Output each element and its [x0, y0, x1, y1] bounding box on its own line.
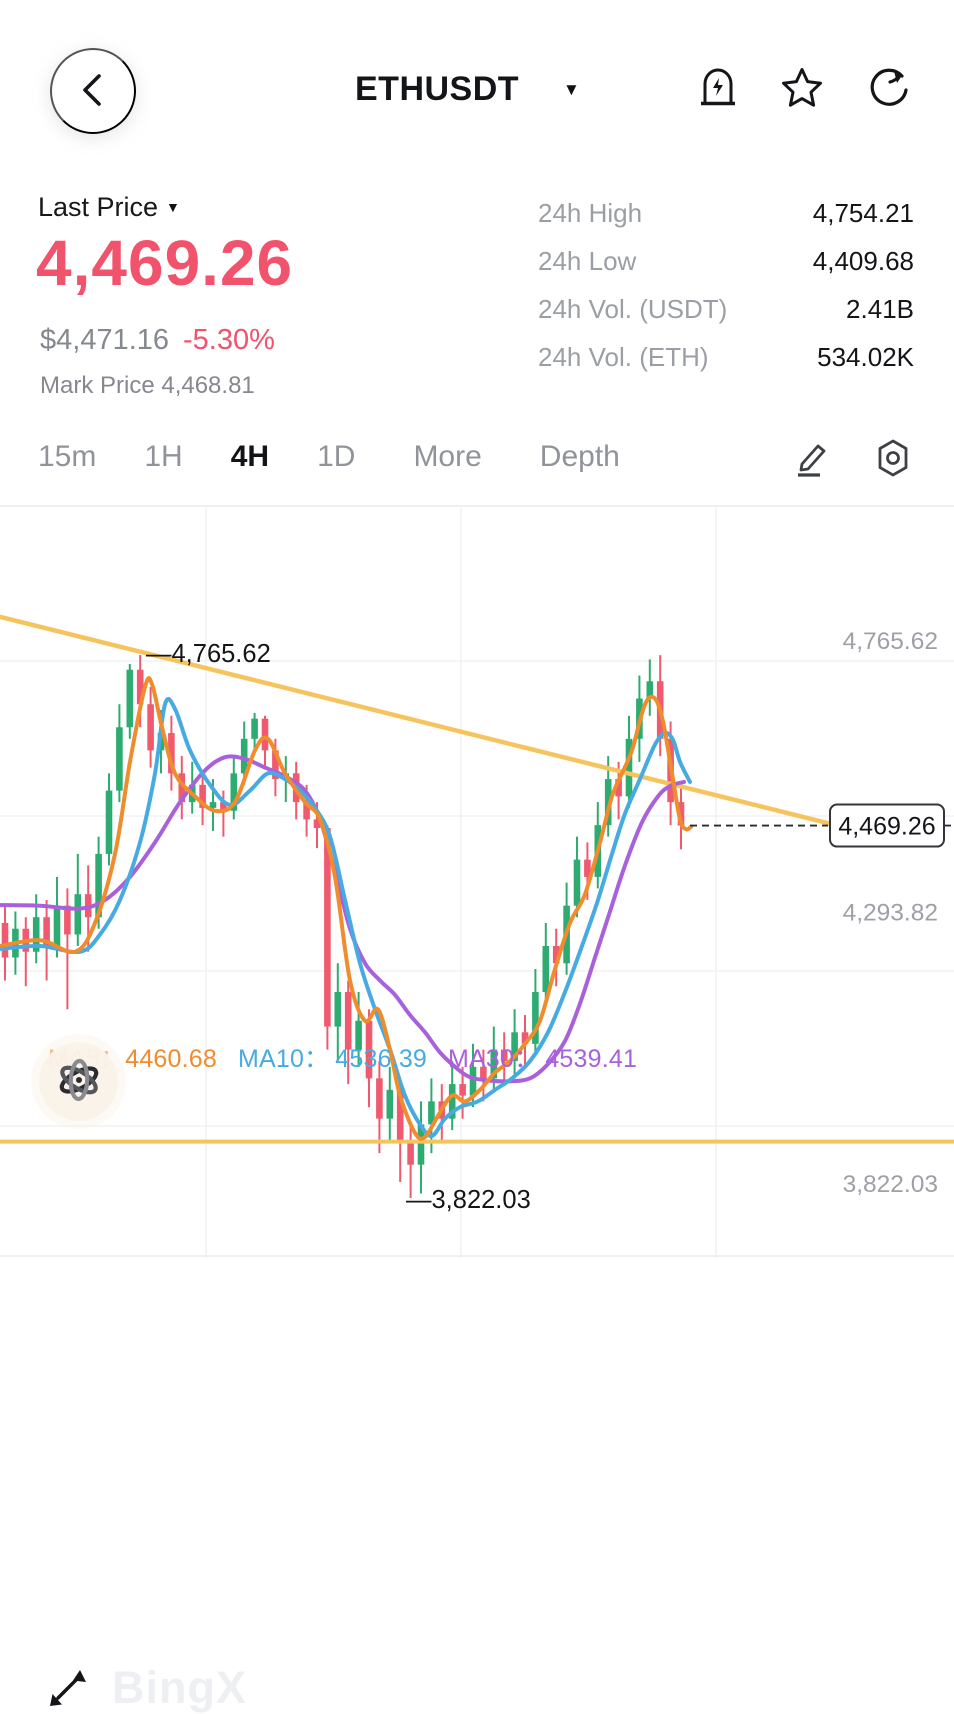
price-alert-icon [698, 66, 738, 110]
trend-line [0, 614, 839, 828]
ma-legend: MA5：4460.68 MA10：4536.39 MA30：4539.41 [48, 1039, 637, 1075]
price-annotation: —4,765.62 [146, 640, 271, 668]
last-price-value: 4,469.26 [36, 227, 294, 299]
price-annotation: —3,822.03 [406, 1186, 531, 1214]
fullscreen-button[interactable] [46, 1666, 90, 1710]
stat-row-vol-eth: 24h Vol. (ETH) 534.02K [538, 342, 914, 372]
symbol-title[interactable]: ETHUSDT [355, 70, 520, 108]
ai-analysis-button[interactable] [39, 1042, 118, 1121]
timeframe-tabs: 15m 1H 4H 1D More Depth [38, 440, 620, 474]
tab-depth[interactable]: Depth [539, 440, 620, 473]
pencil-icon [794, 444, 830, 481]
stat-row-vol-usdt: 24h Vol. (USDT) 2.41B [538, 294, 914, 324]
tab-15m[interactable]: 15m [38, 440, 97, 473]
last-price-label[interactable]: Last Price [38, 192, 159, 222]
ma10-label: MA10： 4536.39 [237, 1045, 428, 1073]
expand-icon [46, 1670, 90, 1713]
y-axis-label: 3,822.03 [843, 1171, 938, 1198]
star-icon [780, 66, 824, 110]
chevron-left-icon [79, 70, 107, 113]
candlestick-chart[interactable]: 4,469.26 4,765.62 4,293.82 3,822.03 —4,765.6… [0, 508, 954, 1713]
svg-text:4,469.26: 4,469.26 [838, 813, 935, 841]
back-button[interactable] [50, 48, 136, 134]
chart-settings-button[interactable] [874, 438, 912, 481]
atom-icon [53, 1054, 105, 1109]
share-button[interactable] [866, 66, 910, 110]
last-price-caret-icon[interactable]: ▼ [166, 199, 180, 215]
chart-bottom-divider [0, 1255, 954, 1257]
y-axis-label: 4,765.62 [843, 628, 938, 655]
share-refresh-icon [866, 66, 910, 110]
chart-grid [0, 508, 954, 1258]
candles [1, 655, 685, 1199]
mark-price: Mark Price 4,468.81 [40, 372, 255, 399]
y-axis-label: 4,293.82 [843, 900, 938, 927]
ma30-label: MA30： 4539.41 [448, 1045, 638, 1073]
gear-icon [874, 439, 912, 481]
draw-tools-button[interactable] [794, 438, 830, 481]
symbol-dropdown-caret-icon[interactable]: ▼ [563, 80, 580, 99]
bingx-watermark: BingX [112, 1662, 247, 1713]
stat-row-low: 24h Low 4,409.68 [538, 246, 914, 276]
stat-row-high: 24h High 4,754.21 [538, 198, 914, 228]
section-divider [0, 505, 954, 507]
change-percent: -5.30% [183, 324, 275, 356]
tab-4h[interactable]: 4H [230, 440, 270, 473]
ma-line-ma5 [0, 676, 693, 1141]
tab-1d[interactable]: 1D [317, 440, 356, 473]
last-price-tag: 4,469.26 [829, 803, 945, 848]
favorite-button[interactable] [780, 66, 824, 110]
price-alert-button[interactable] [698, 66, 738, 110]
tab-1h[interactable]: 1H [144, 440, 183, 473]
stats-panel: 24h High 4,754.21 24h Low 4,409.68 24h Vol… [538, 198, 914, 390]
tab-more[interactable]: More [413, 440, 482, 473]
usd-price: $4,471.16 [40, 324, 170, 356]
ma-line-ma30 [0, 754, 686, 1084]
